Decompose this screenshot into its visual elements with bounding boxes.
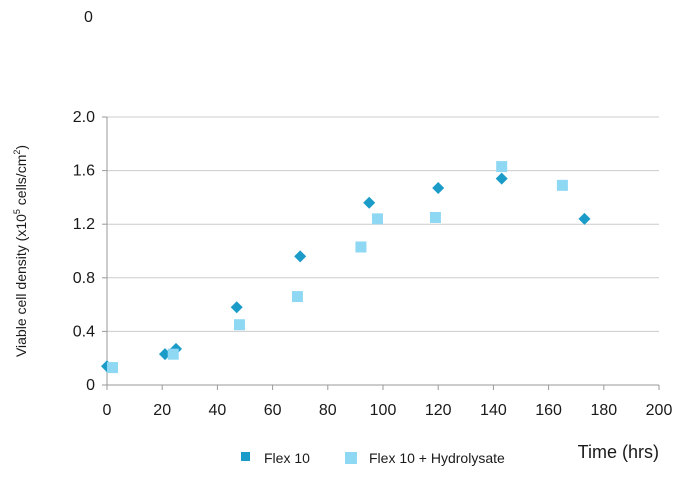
flex10-hydrolysate-point [233,319,245,331]
x-tick-labels: 0 20 40 60 80 100 120 140 160 180 200 [103,402,673,419]
flex10-hydrolysate-point [429,212,441,223]
legend: Flex 10 Flex 10 + Hydrolysate [241,450,505,466]
legend-marker [345,452,357,464]
flex10-point [578,212,591,225]
x-tick-label: 120 [425,402,452,419]
x-tick-label: 60 [264,402,282,419]
flex10-hydrolysate-point [291,291,303,303]
flex10-hydrolysate-point [496,161,508,173]
flex10-hydrolysate-point [167,348,179,360]
x-tick-label: 140 [480,402,507,419]
y-axis-title: Viable cell density (x105 cells/cm2) [12,145,29,357]
flex10-hydrolysate-point [371,213,383,225]
flex10-point [495,172,508,185]
y-tick-label: 1.6 [73,163,95,180]
axes [102,116,660,390]
y-tick-labels: 0 0.4 0.8 1.2 1.6 2.0 [73,109,95,394]
y-tick-label: 0 [86,377,95,394]
x-tick-label: 40 [209,402,227,419]
legend-marker [241,452,250,461]
x-tick-label: 180 [590,402,617,419]
flex10-hydrolysate-point [556,179,568,191]
x-tick-label: 80 [319,402,337,419]
grid-lines [107,116,659,332]
flex10-point [294,250,307,263]
data-points [101,161,591,374]
y-tick-label: 1.2 [73,216,95,233]
flex10-point [230,301,243,314]
flex10-hydrolysate-point [355,241,367,253]
y-tick-label: 0.8 [73,270,95,287]
x-tick-label: 20 [153,402,171,419]
flex10-point [363,196,376,209]
x-tick-label: 100 [370,402,397,419]
legend-label: Flex 10 [264,450,310,466]
legend-label: Flex 10 + Hydrolysate [369,450,505,466]
y-tick-label: 2.0 [73,109,95,126]
y-tick-label: 0.4 [73,323,95,340]
x-axis-title: Time (hrs) [578,442,659,462]
flex10-point [432,182,445,195]
x-tick-label: 0 [103,402,112,419]
x-tick-label: 200 [646,402,673,419]
flex10-hydrolysate-point [107,362,119,374]
corner-label: 0 [84,9,93,26]
x-tick-label: 160 [535,402,562,419]
